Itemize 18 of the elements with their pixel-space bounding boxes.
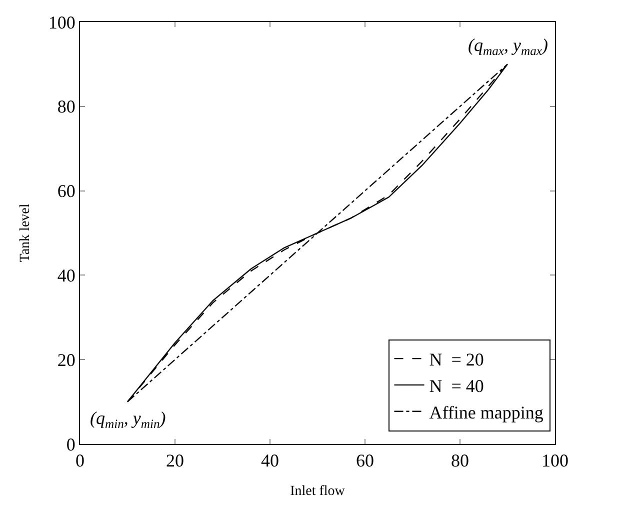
x-tick-label: 100 <box>542 450 568 471</box>
x-tick-label: 80 <box>451 450 469 471</box>
y-tick-label: 0 <box>66 434 76 454</box>
x-tick-label: 20 <box>166 450 184 471</box>
y-tick-label: 20 <box>57 350 76 370</box>
y-axis-title: Tank level <box>18 204 33 262</box>
annotation: (q$_{min}$, y$_{min}$) <box>90 408 166 431</box>
y-tick-label: 40 <box>57 266 76 286</box>
y-tick-label: 80 <box>57 96 76 117</box>
x-axis-title: Inlet flow <box>290 484 346 499</box>
legend-label: N = 20 <box>429 350 484 370</box>
legend-label: Affine mapping <box>429 402 544 422</box>
legend-label: N = 40 <box>429 376 484 396</box>
y-tick-label: 100 <box>48 12 76 32</box>
annotation: (q$_{max}$, y$_{max}$) <box>468 35 548 58</box>
x-tick-label: 40 <box>261 450 279 471</box>
x-tick-label: 60 <box>356 450 374 471</box>
y-tick-label: 60 <box>57 181 76 202</box>
